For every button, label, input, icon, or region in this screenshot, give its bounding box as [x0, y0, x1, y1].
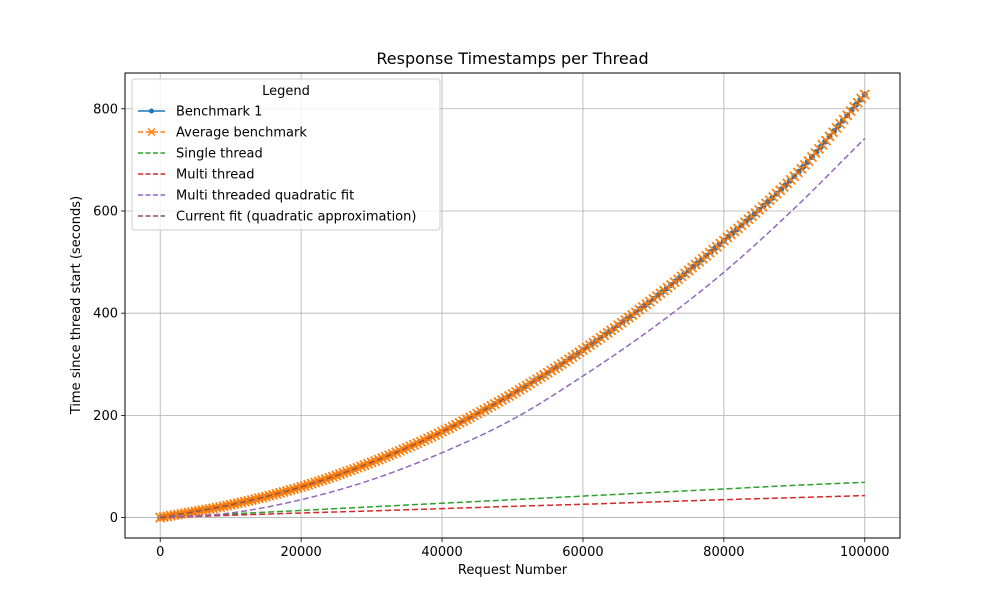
legend-marker-dot: [149, 108, 154, 114]
series-line: [160, 137, 866, 519]
average-benchmark-point: [310, 477, 321, 488]
legend-label: Multi threaded quadratic fit: [176, 189, 354, 204]
legend-entry: Benchmark 1: [138, 105, 262, 120]
legend-label: Current fit (quadratic approximation): [176, 210, 416, 225]
legend-label: Average benchmark: [176, 126, 307, 141]
axis-ticks: 0 20000 40000 60000 80000 100000 0 200 400 600 800: [93, 102, 889, 560]
y-tick-label: 0: [110, 511, 118, 526]
y-tick-label: 600: [93, 204, 118, 219]
legend-entry: Multi threaded quadratic fit: [138, 189, 354, 204]
x-tick-label: 100000: [840, 545, 890, 560]
legend-title: Legend: [262, 84, 310, 99]
average-benchmark-point: [859, 89, 870, 100]
series-line: [160, 494, 865, 519]
legend-entries: Benchmark 1 Average benchmark Single threa…: [138, 105, 416, 225]
chart-title: Response Timestamps per Thread: [376, 49, 648, 68]
series-single-thread: [160, 481, 865, 519]
y-tick-label: 400: [93, 307, 118, 322]
legend: Legend Benchmark 1 Average benchmark Singl…: [131, 78, 441, 231]
x-tick-label: 20000: [280, 545, 321, 560]
x-axis-label: Request Number: [458, 563, 568, 578]
average-benchmark-point: [278, 486, 289, 498]
legend-label: Multi thread: [176, 168, 255, 183]
series-multi-threaded-quadratic-fit: [160, 137, 866, 519]
y-tick-label: 800: [93, 102, 118, 117]
grid: [125, 73, 900, 538]
series-layer: [155, 89, 870, 523]
average-benchmark-point: [303, 479, 314, 490]
legend-entry: Single thread: [138, 147, 263, 162]
legend-label: Single thread: [176, 147, 263, 162]
x-tick-label: 60000: [562, 545, 603, 560]
x-tick-label: 40000: [421, 545, 462, 560]
average-benchmark-point: [320, 473, 331, 485]
legend-marker-x: [147, 127, 156, 137]
x-tick-label: 0: [156, 545, 164, 560]
y-tick-label: 200: [93, 409, 118, 424]
legend-entry: Average benchmark: [138, 126, 307, 141]
series-multi-thread: [160, 494, 865, 519]
plot-frame: [124, 72, 901, 539]
series-line: [160, 93, 866, 519]
y-axis-label: Time since thread start (seconds): [69, 196, 84, 415]
legend-label: Benchmark 1: [176, 105, 262, 120]
legend-entry: Current fit (quadratic approximation): [138, 210, 416, 225]
average-benchmark-point: [285, 484, 296, 496]
legend-entry: Multi thread: [138, 168, 255, 183]
legend-box: [131, 78, 441, 231]
series-current-fit-quadratic-approximation: [160, 93, 866, 519]
x-tick-label: 80000: [703, 545, 744, 560]
series-line: [160, 481, 865, 519]
